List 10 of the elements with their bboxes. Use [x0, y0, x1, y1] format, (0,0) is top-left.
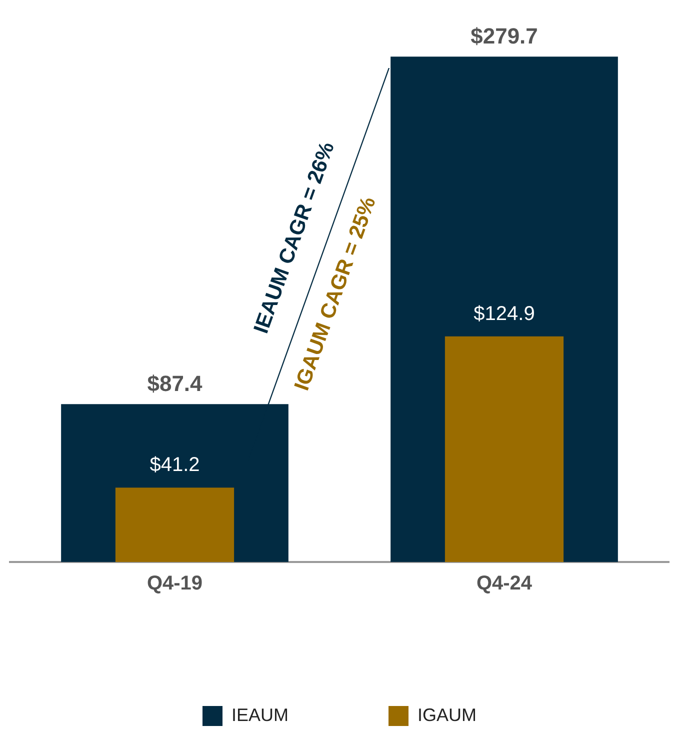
legend-label: IEAUM	[231, 704, 289, 725]
x-tick-label: Q4-24	[476, 572, 533, 595]
data-label: $279.7	[470, 24, 538, 49]
bar	[444, 336, 564, 562]
x-tick-label: Q4-19	[146, 572, 203, 595]
bar	[115, 488, 234, 562]
data-label: $41.2	[150, 454, 200, 476]
data-label: $124.9	[474, 302, 535, 325]
data-label: $87.4	[147, 371, 204, 396]
legend-label: IGAUM	[418, 704, 477, 725]
